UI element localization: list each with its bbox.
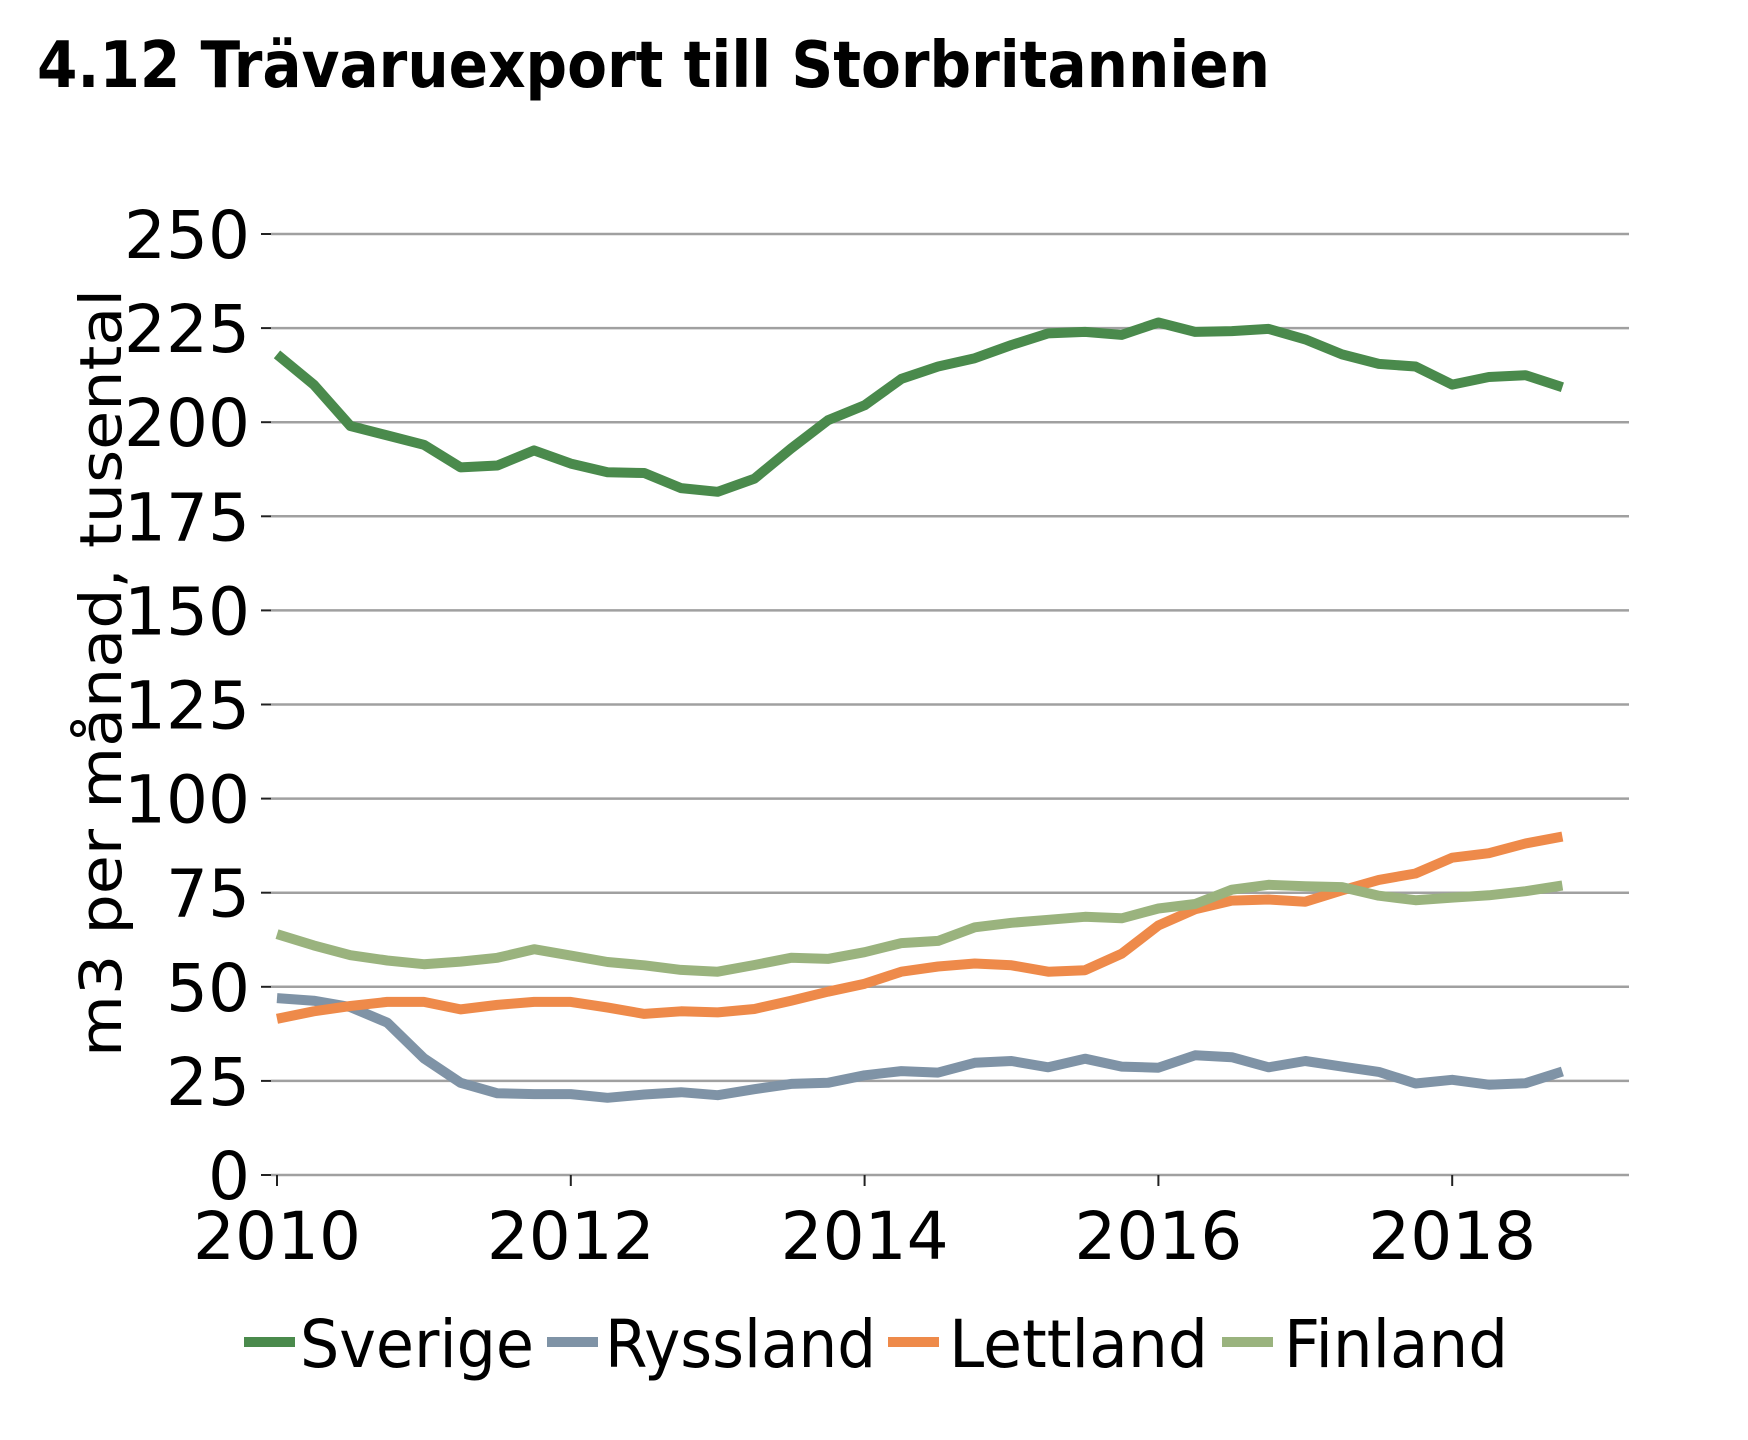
series-line-ryssland bbox=[276, 993, 1564, 1103]
y-tick-label: 125 bbox=[124, 668, 250, 745]
y-tick-label: 200 bbox=[124, 385, 250, 462]
x-tick-label: 2018 bbox=[1368, 1198, 1536, 1275]
legend-label: Ryssland bbox=[605, 1306, 876, 1383]
y-tick-label: 250 bbox=[124, 197, 250, 274]
y-axis-title: m3 per månad, tusental bbox=[67, 289, 135, 1057]
legend-item-finland: Finland bbox=[1222, 1306, 1508, 1383]
legend-item-lettland: Lettland bbox=[888, 1306, 1208, 1383]
legend-item-ryssland: Ryssland bbox=[547, 1306, 876, 1383]
legend-label: Finland bbox=[1284, 1306, 1508, 1383]
series-line-finland bbox=[275, 879, 1564, 977]
series-line-sverige bbox=[273, 317, 1564, 497]
legend-label: Lettland bbox=[949, 1306, 1208, 1383]
series-line-lettland bbox=[275, 831, 1564, 1024]
chart-title: 4.12 Trävaruexport till Storbritannien bbox=[37, 29, 1270, 103]
legend-swatch bbox=[888, 1337, 939, 1347]
x-tick-label: 2010 bbox=[193, 1198, 361, 1275]
y-tick-label: 0 bbox=[208, 1138, 250, 1215]
x-tick-label: 2012 bbox=[487, 1198, 655, 1275]
y-tick-label: 75 bbox=[166, 856, 250, 933]
legend-swatch bbox=[547, 1337, 598, 1347]
y-tick-label: 50 bbox=[166, 950, 250, 1027]
legend: Sverige Ryssland Lettland Finland bbox=[244, 1306, 1508, 1383]
y-tick-label: 25 bbox=[166, 1044, 250, 1121]
x-tick-label: 2016 bbox=[1074, 1198, 1242, 1275]
legend-swatch bbox=[1222, 1337, 1273, 1347]
y-tick-label: 225 bbox=[124, 291, 250, 368]
x-axis: 2010 2012 2014 2016 2018 bbox=[193, 1175, 1536, 1275]
y-tick-label: 175 bbox=[124, 479, 250, 556]
legend-swatch bbox=[244, 1337, 295, 1347]
legend-item-sverige: Sverige bbox=[244, 1306, 534, 1383]
y-tick-label: 100 bbox=[124, 762, 250, 839]
y-axis: 0 25 50 75 100 125 150 175 200 225 250 bbox=[124, 197, 271, 1215]
x-tick-label: 2014 bbox=[781, 1198, 949, 1275]
y-tick-label: 150 bbox=[124, 573, 250, 650]
series-lines bbox=[273, 317, 1564, 1103]
gridlines bbox=[271, 232, 1629, 1177]
legend-label: Sverige bbox=[300, 1306, 534, 1383]
